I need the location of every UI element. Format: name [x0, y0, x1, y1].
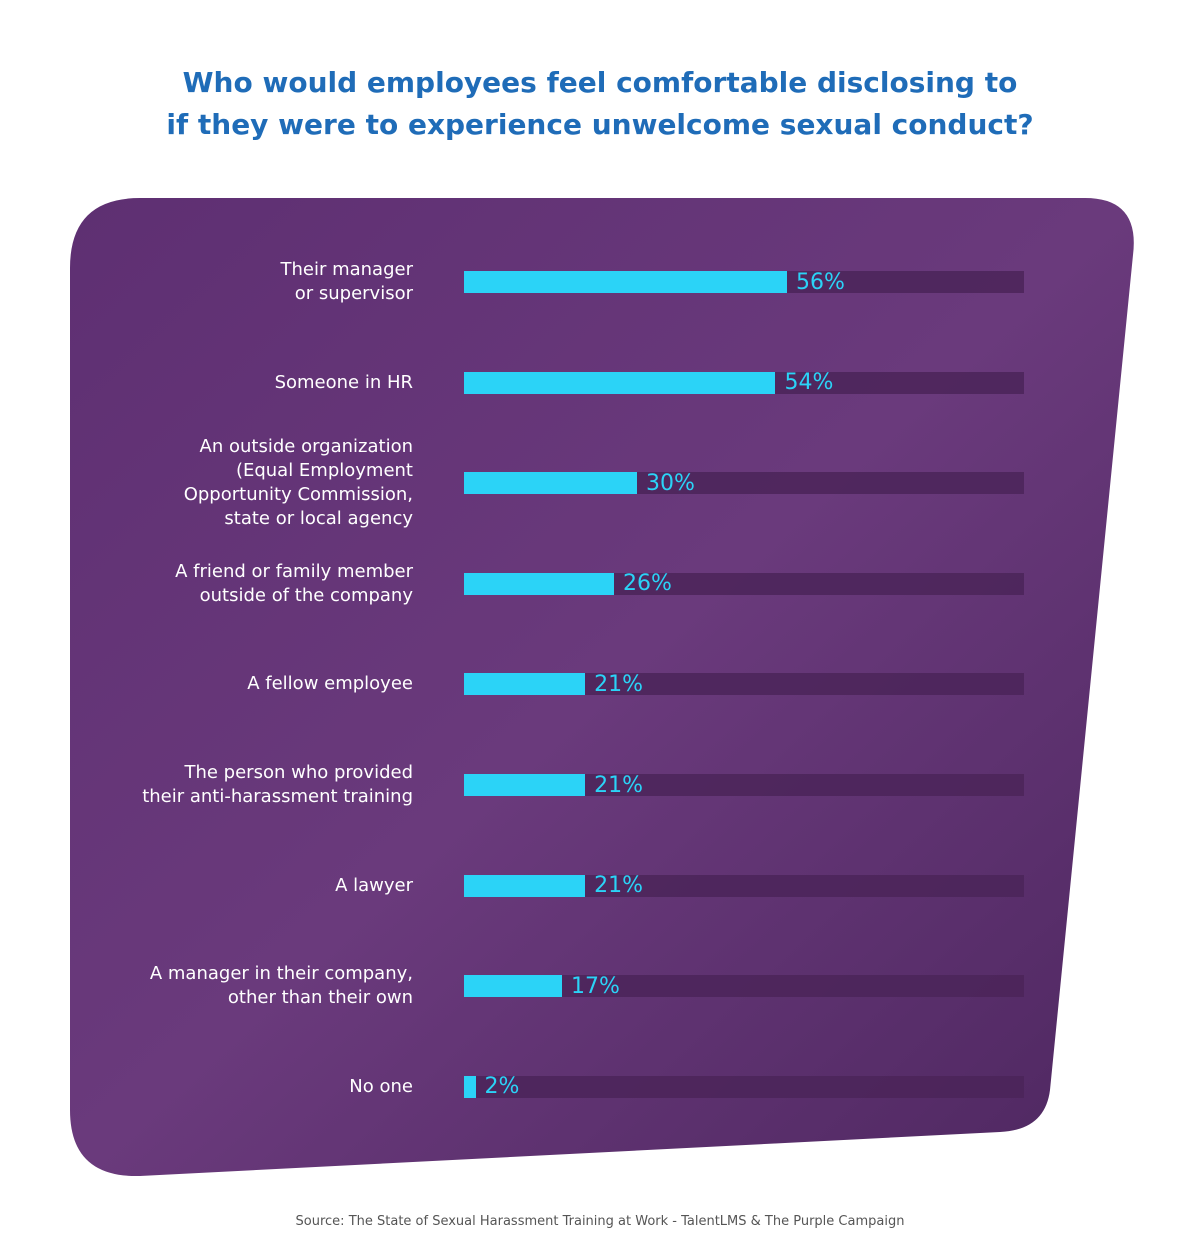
bar-track [464, 1075, 1024, 1098]
chart-title: Who would employees feel comfortable dis… [166, 66, 1034, 141]
bar [464, 572, 614, 595]
bar-track [464, 874, 1024, 897]
category-label: A fellow employee [247, 673, 413, 695]
bar [464, 1075, 476, 1098]
value-label: 21% [594, 671, 644, 697]
category-label: The person who provided their anti-haras… [142, 762, 413, 807]
bar-row: A manager in their company, other than t… [70, 936, 1070, 1036]
bar [464, 472, 638, 495]
value-label: 30% [646, 470, 695, 496]
bar-row: A fellow employee 21% [70, 634, 1070, 734]
category-label: Someone in HR [274, 371, 413, 393]
category-label: No one [349, 1075, 413, 1097]
bar [464, 371, 776, 394]
value-label: 26% [622, 571, 672, 597]
value-label: 21% [594, 873, 644, 899]
bar [464, 874, 586, 897]
bar-row: The person who provided their anti-haras… [70, 735, 1070, 835]
bar-track [464, 673, 1024, 696]
bar-track [464, 975, 1024, 998]
bar-row: Their manager or supervisor 56% [70, 232, 1070, 332]
value-label: 2% [484, 1074, 520, 1100]
bar-row: No one 2% [70, 1037, 1070, 1137]
bar-row: An outside organization (Equal Employmen… [70, 433, 1070, 533]
category-label: A friend or family member outside of the… [175, 560, 413, 606]
bar-track [464, 774, 1024, 796]
category-label: An outside organization (Equal Employmen… [183, 436, 413, 530]
plot-area: Their manager or supervisor 56% Someone in… [70, 232, 1070, 1137]
value-label: 54% [784, 370, 834, 396]
bar [464, 975, 563, 998]
bar [464, 673, 586, 696]
category-label: A lawyer [335, 874, 413, 896]
category-label: A manager in their company, other than t… [149, 963, 413, 1009]
category-label: Their manager or supervisor [280, 259, 413, 305]
value-label: 21% [594, 772, 644, 798]
bar-row: A lawyer 21% [70, 836, 1070, 936]
bar-row: A friend or family member outside of the… [70, 534, 1070, 634]
bar [464, 774, 586, 796]
value-label: 17% [571, 973, 620, 999]
bar-row: Someone in HR 54% [70, 333, 1070, 433]
value-label: 56% [796, 269, 845, 295]
source-note: Source: The State of Sexual Harassment T… [295, 1214, 905, 1229]
bar [464, 271, 787, 294]
